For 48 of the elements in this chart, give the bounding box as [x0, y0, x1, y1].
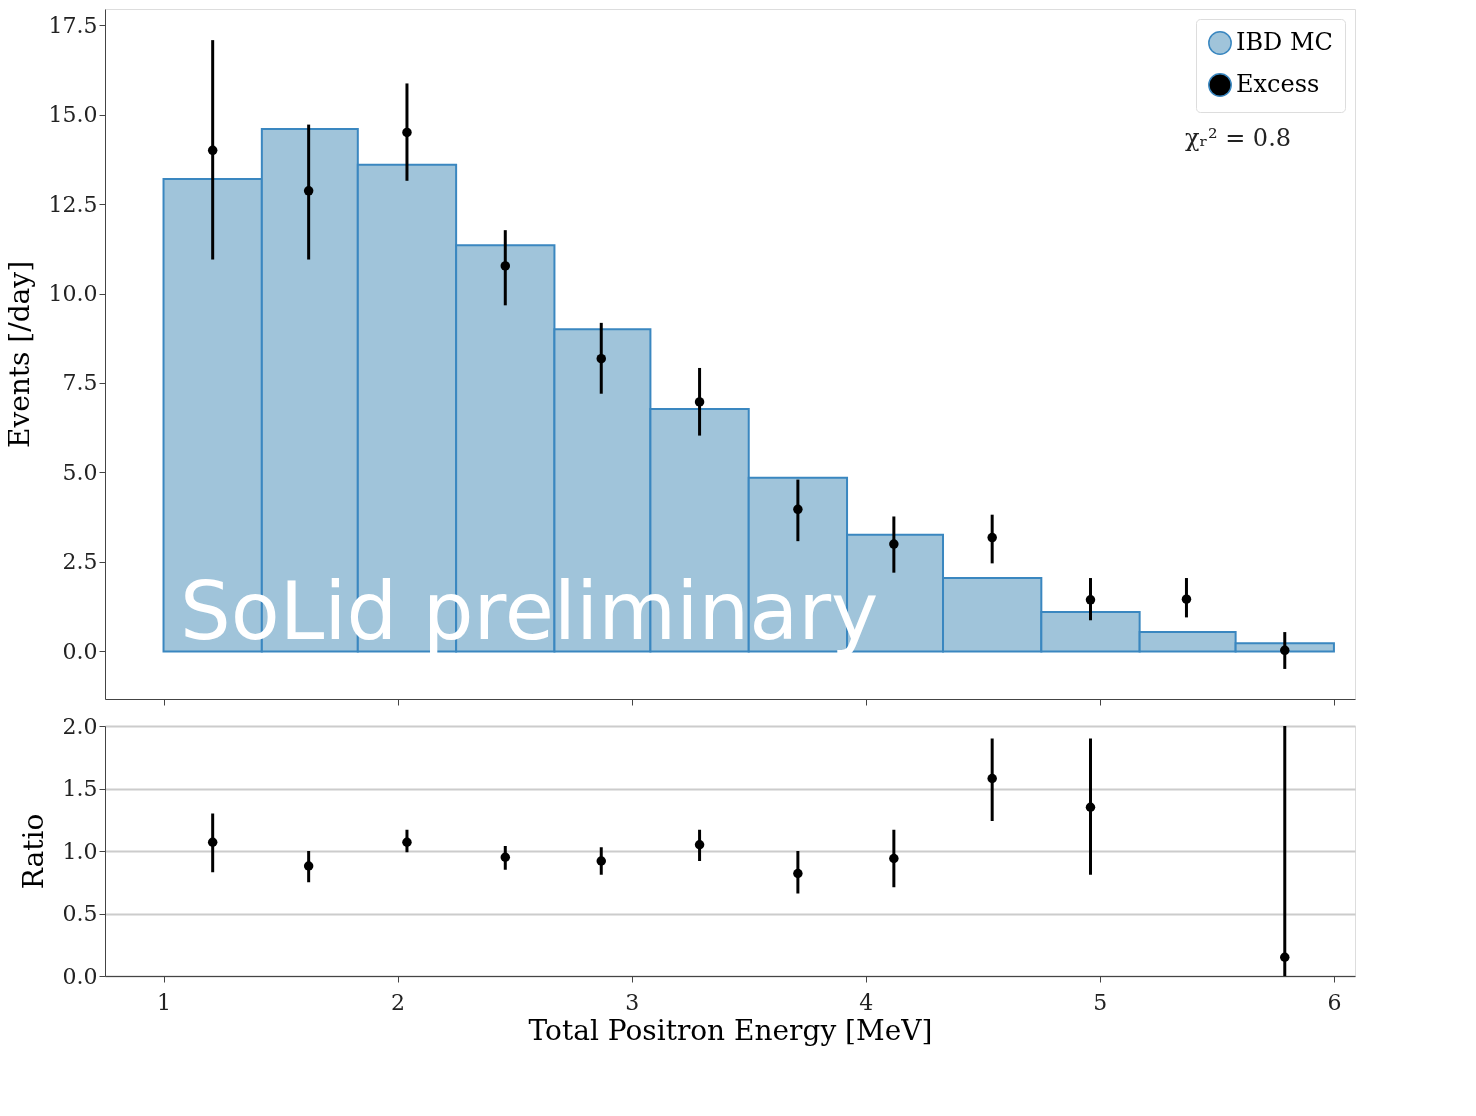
point	[987, 773, 997, 784]
y-tick-label: 2.0	[62, 713, 98, 739]
y-tick-label: 0.0	[62, 963, 98, 989]
point	[1181, 594, 1192, 604]
y-tick-label: 0.0	[62, 638, 98, 664]
point	[1280, 952, 1290, 962]
point	[1280, 645, 1290, 656]
point	[303, 186, 314, 196]
point	[889, 853, 899, 864]
point	[694, 397, 705, 407]
y-tick-label: 12.5	[48, 191, 98, 217]
legend-label: Excess	[1236, 70, 1320, 98]
legend-label: IBD MC	[1236, 28, 1333, 56]
y-tick-label: 5.0	[62, 459, 98, 485]
y-tick-label: 0.5	[62, 901, 98, 926]
annotation: χᵣ² = 0.8	[1185, 124, 1292, 152]
x-tick-label: 4	[859, 989, 874, 1015]
point	[500, 852, 511, 862]
point	[793, 868, 803, 879]
point	[889, 539, 899, 549]
y-axis-title: Events [/day]	[2, 260, 36, 449]
point	[596, 353, 606, 364]
point	[987, 532, 997, 543]
point	[402, 837, 412, 847]
point	[303, 861, 314, 871]
y-tick-label: 10.0	[48, 281, 98, 307]
y-tick-label: 7.5	[62, 370, 98, 396]
point	[1085, 802, 1096, 812]
y-axis-title: Ratio	[16, 813, 50, 890]
point	[694, 840, 705, 850]
x-tick-label: 6	[1327, 989, 1342, 1015]
point	[207, 145, 218, 156]
y-tick-label: 1.5	[62, 776, 98, 801]
point	[207, 837, 218, 847]
y-tick-label: 2.5	[62, 549, 98, 575]
y-tick-label: 15.0	[48, 102, 98, 128]
point	[1085, 595, 1096, 605]
point	[402, 127, 412, 138]
x-tick-label: 1	[157, 989, 172, 1015]
point	[500, 261, 511, 271]
x-axis-title: Total Positron Energy [MeV]	[528, 1013, 933, 1047]
point	[793, 504, 803, 515]
x-tick-label: 2	[391, 989, 406, 1015]
point	[596, 856, 606, 866]
y-tick-label: 1.0	[62, 838, 98, 864]
y-tick-label: 17.5	[48, 12, 98, 38]
x-tick-label: 5	[1093, 989, 1108, 1015]
x-tick-label: 3	[625, 989, 640, 1015]
